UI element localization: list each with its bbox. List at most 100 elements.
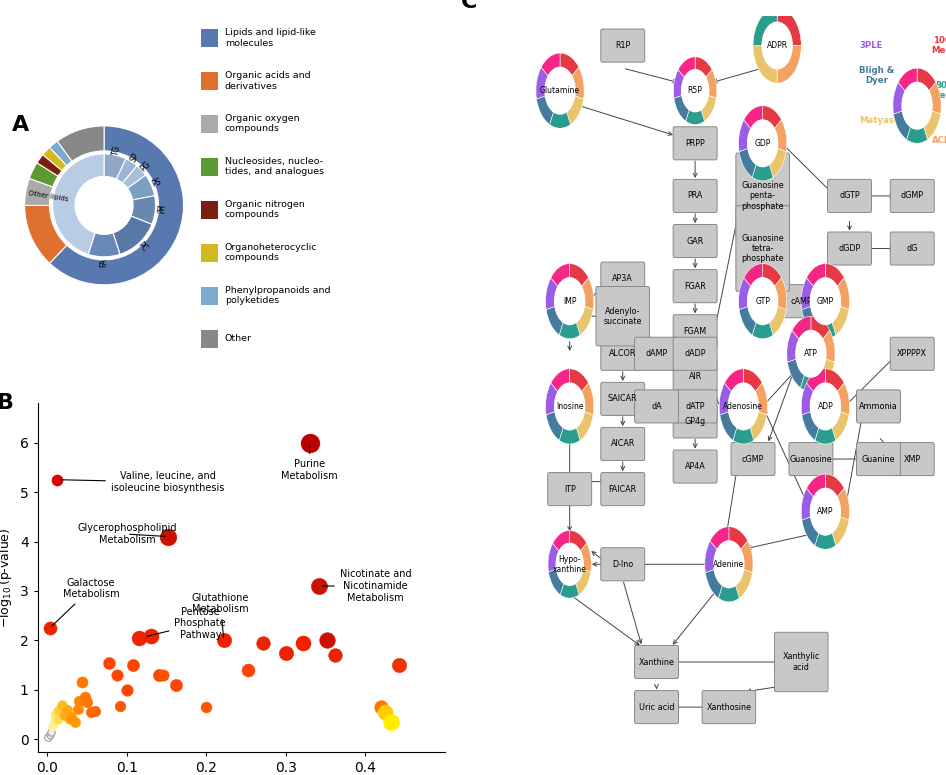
Point [374, 701, 389, 714]
Wedge shape [811, 316, 830, 339]
Wedge shape [787, 359, 804, 388]
Text: dG: dG [906, 244, 918, 253]
Point [383, 716, 398, 728]
Wedge shape [825, 264, 844, 287]
Wedge shape [923, 111, 940, 140]
FancyBboxPatch shape [674, 270, 717, 303]
Wedge shape [815, 427, 836, 444]
Text: ATP: ATP [804, 350, 818, 358]
Circle shape [811, 488, 840, 535]
Wedge shape [792, 316, 811, 339]
Text: FGAR: FGAR [684, 281, 706, 291]
Circle shape [554, 383, 585, 429]
Wedge shape [25, 178, 53, 205]
Point [49, 474, 64, 486]
Wedge shape [894, 111, 911, 140]
Circle shape [545, 67, 575, 114]
FancyBboxPatch shape [635, 691, 678, 724]
Text: dAMP: dAMP [645, 350, 668, 358]
Text: GP4g: GP4g [685, 417, 706, 426]
Text: Adenosine: Adenosine [724, 402, 763, 411]
Wedge shape [807, 474, 825, 497]
Wedge shape [787, 330, 799, 362]
Wedge shape [744, 105, 762, 129]
Text: IMP: IMP [563, 297, 576, 305]
Text: AP4A: AP4A [685, 462, 706, 471]
Wedge shape [706, 70, 717, 98]
Point [79, 696, 95, 708]
FancyBboxPatch shape [635, 337, 678, 370]
Wedge shape [739, 149, 756, 177]
FancyBboxPatch shape [890, 337, 935, 370]
Circle shape [728, 383, 759, 429]
FancyBboxPatch shape [856, 443, 901, 476]
Wedge shape [576, 306, 593, 335]
Text: dGDP: dGDP [838, 244, 861, 253]
Text: Nicotinate and
Nicotinamide
Metabolism: Nicotinate and Nicotinamide Metabolism [322, 570, 412, 603]
Wedge shape [735, 570, 752, 598]
FancyBboxPatch shape [601, 548, 645, 580]
Wedge shape [800, 375, 821, 391]
Circle shape [902, 82, 932, 129]
Wedge shape [37, 155, 62, 176]
FancyBboxPatch shape [674, 405, 717, 438]
FancyBboxPatch shape [789, 443, 832, 476]
Text: Other lipids: Other lipids [27, 191, 68, 202]
FancyBboxPatch shape [201, 115, 218, 133]
Point [45, 718, 61, 731]
FancyBboxPatch shape [736, 205, 790, 291]
Point [50, 712, 65, 725]
Text: SP: SP [128, 151, 141, 164]
Point [296, 637, 311, 649]
Wedge shape [741, 541, 753, 573]
Text: dADP: dADP [684, 350, 706, 358]
FancyBboxPatch shape [201, 72, 218, 90]
Point [43, 729, 58, 742]
Wedge shape [825, 474, 844, 497]
Circle shape [796, 330, 826, 377]
Point [119, 684, 134, 696]
Text: Guanosine
tetra-
phosphate: Guanosine tetra- phosphate [742, 233, 784, 264]
Wedge shape [752, 322, 773, 339]
Text: Glutathione
Metabolism: Glutathione Metabolism [192, 593, 249, 638]
FancyBboxPatch shape [702, 691, 756, 724]
Text: dATP: dATP [685, 402, 705, 411]
Y-axis label: $-\log_{10}$(p-value): $-\log_{10}$(p-value) [0, 527, 14, 628]
Text: Organic nitrogen
compounds: Organic nitrogen compounds [224, 200, 305, 219]
Wedge shape [128, 175, 154, 200]
Text: Pentose
Phosphate
Pathway: Pentose Phosphate Pathway [147, 607, 226, 639]
Point [113, 700, 128, 712]
Wedge shape [817, 359, 834, 388]
Point [155, 669, 170, 681]
Point [67, 716, 82, 728]
Wedge shape [728, 527, 747, 549]
Text: PRA: PRA [688, 191, 703, 201]
FancyBboxPatch shape [635, 390, 678, 423]
Wedge shape [753, 46, 778, 83]
Text: lipid-like: lipid-like [87, 192, 116, 222]
Wedge shape [739, 277, 751, 309]
Wedge shape [733, 427, 754, 444]
Wedge shape [695, 57, 712, 78]
Text: Organic acids and
derivatives: Organic acids and derivatives [224, 71, 310, 91]
Wedge shape [823, 330, 835, 362]
Wedge shape [551, 264, 569, 287]
Wedge shape [49, 141, 72, 166]
Circle shape [554, 278, 585, 325]
Wedge shape [546, 412, 563, 440]
Wedge shape [725, 369, 744, 392]
FancyBboxPatch shape [601, 337, 645, 370]
Circle shape [762, 22, 792, 69]
Point [377, 706, 393, 718]
Wedge shape [58, 126, 104, 161]
Text: AMP: AMP [817, 507, 833, 516]
Circle shape [76, 177, 132, 234]
Wedge shape [719, 383, 731, 415]
Text: AP3A: AP3A [612, 274, 633, 283]
Wedge shape [546, 383, 558, 415]
Wedge shape [536, 67, 549, 99]
Wedge shape [560, 53, 579, 76]
Wedge shape [837, 277, 850, 309]
Wedge shape [701, 95, 716, 121]
Wedge shape [744, 264, 762, 287]
